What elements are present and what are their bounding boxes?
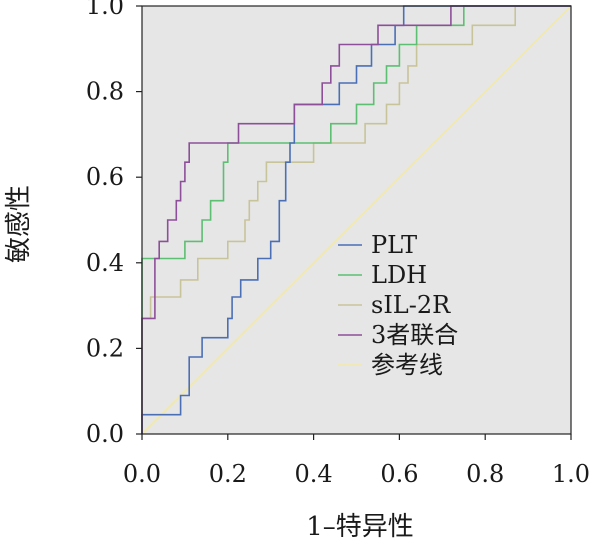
x-tick-label: 0.2	[209, 460, 247, 488]
series-line-1	[141, 5, 571, 434]
plot-frame	[141, 5, 572, 435]
y-tick-label: 0.2	[86, 334, 124, 362]
y-tick-label: 0.8	[86, 78, 124, 106]
x-axis: 0.0 0.2 0.4 0.6 0.8 1.0	[123, 434, 590, 488]
legend-label: PLT	[371, 231, 417, 259]
legend-label: LDH	[371, 261, 427, 289]
y-tick-label: 0.4	[86, 249, 124, 277]
series-line-2	[141, 5, 571, 434]
x-tick-label: 0.8	[466, 460, 504, 488]
y-axis-title: 敏感性	[4, 185, 34, 263]
legend-label: sIL-2R	[371, 291, 451, 319]
x-tick-label: 1.0	[552, 460, 590, 488]
x-tick-label: 0.0	[123, 460, 161, 488]
y-tick-label: 0.6	[86, 163, 124, 191]
legend-label: 3者联合	[371, 321, 458, 349]
legend-label: 参考线	[371, 351, 443, 379]
y-tick-label: 0.0	[86, 420, 124, 448]
series-line-0	[141, 5, 571, 434]
x-tick-label: 0.6	[380, 460, 418, 488]
x-axis-title: 1–特异性	[306, 512, 414, 542]
x-tick-label: 0.4	[295, 460, 333, 488]
series-line-4	[141, 5, 572, 435]
series-layer	[141, 5, 572, 435]
y-axis: 0.0 0.2 0.4 0.6 0.8 1.0	[86, 0, 142, 448]
y-tick-label: 1.0	[86, 0, 124, 20]
series-line-3	[141, 5, 571, 434]
